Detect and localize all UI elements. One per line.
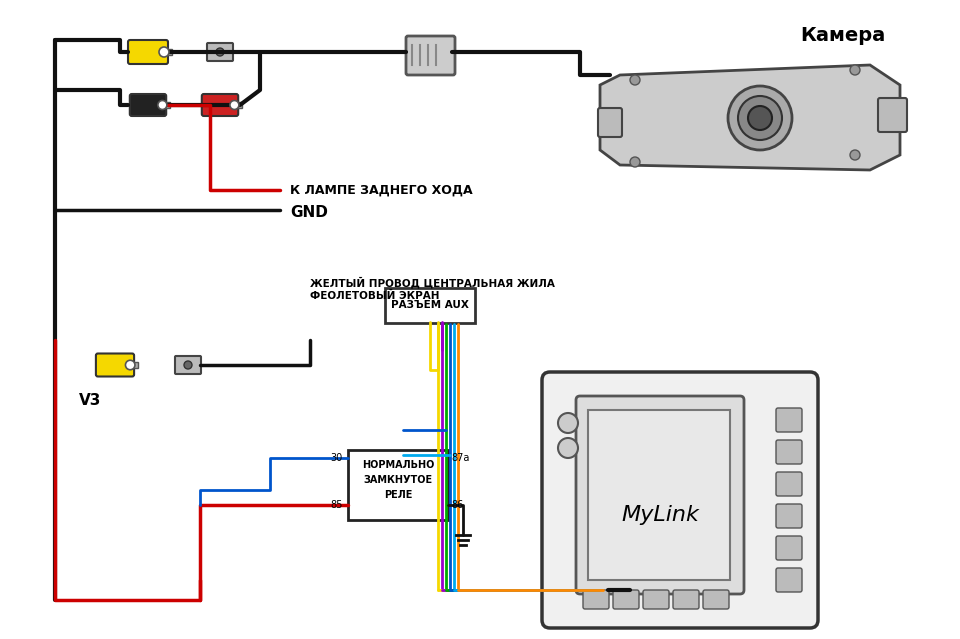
FancyBboxPatch shape [598,108,622,137]
FancyBboxPatch shape [776,504,802,528]
Text: 30: 30 [331,453,343,463]
Text: ЗАМКНУТОЕ: ЗАМКНУТОЕ [364,475,433,485]
Circle shape [126,360,135,370]
FancyBboxPatch shape [776,408,802,432]
Circle shape [558,413,578,433]
Circle shape [850,150,860,160]
FancyBboxPatch shape [703,590,729,609]
Text: ФЕОЛЕТОВЫЙ ЭКРАН: ФЕОЛЕТОВЫЙ ЭКРАН [310,291,440,301]
Bar [165,49,172,55]
Bar [588,410,730,580]
Text: РЕЛЕ: РЕЛЕ [384,490,412,500]
Circle shape [157,100,167,109]
FancyBboxPatch shape [613,590,639,609]
FancyBboxPatch shape [776,472,802,496]
Text: 86: 86 [451,500,464,510]
Text: Камера: Камера [800,26,885,45]
FancyBboxPatch shape [207,43,233,61]
Bar [348,450,448,520]
Text: НОРМАЛЬНО: НОРМАЛЬНО [362,460,434,470]
FancyBboxPatch shape [776,536,802,560]
FancyBboxPatch shape [776,568,802,592]
Circle shape [558,438,578,458]
Polygon shape [600,65,900,170]
Bar [132,362,138,368]
FancyBboxPatch shape [96,353,134,376]
Circle shape [630,157,640,167]
Text: 85: 85 [330,500,343,510]
FancyBboxPatch shape [576,396,744,594]
FancyBboxPatch shape [542,372,818,628]
Circle shape [850,65,860,75]
Text: 87a: 87a [451,453,469,463]
Circle shape [229,100,239,109]
FancyBboxPatch shape [406,36,455,75]
Circle shape [159,47,169,57]
Text: V3: V3 [79,392,101,408]
Circle shape [728,86,792,150]
Text: К ЛАМПЕ ЗАДНЕГО ХОДА: К ЛАМПЕ ЗАДНЕГО ХОДА [290,183,472,197]
Circle shape [630,75,640,85]
FancyBboxPatch shape [128,40,168,64]
Bar [235,102,242,108]
Circle shape [748,106,772,130]
FancyBboxPatch shape [776,440,802,464]
FancyBboxPatch shape [673,590,699,609]
Text: РАЗЪЕМ AUX: РАЗЪЕМ AUX [391,300,468,310]
FancyBboxPatch shape [583,590,609,609]
Bar [385,288,475,323]
Circle shape [738,96,782,140]
Bar [163,102,170,108]
Text: GND: GND [290,204,328,220]
Text: ЖЕЛТЫЙ ПРОВОД ЦЕНТРАЛЬНАЯ ЖИЛА: ЖЕЛТЫЙ ПРОВОД ЦЕНТРАЛЬНАЯ ЖИЛА [310,276,555,288]
Circle shape [184,361,192,369]
FancyBboxPatch shape [130,94,166,116]
FancyBboxPatch shape [175,356,201,374]
Circle shape [216,48,224,56]
FancyBboxPatch shape [643,590,669,609]
Text: MyLink: MyLink [621,505,699,525]
FancyBboxPatch shape [878,98,907,132]
FancyBboxPatch shape [202,94,238,116]
Bar [590,582,608,602]
